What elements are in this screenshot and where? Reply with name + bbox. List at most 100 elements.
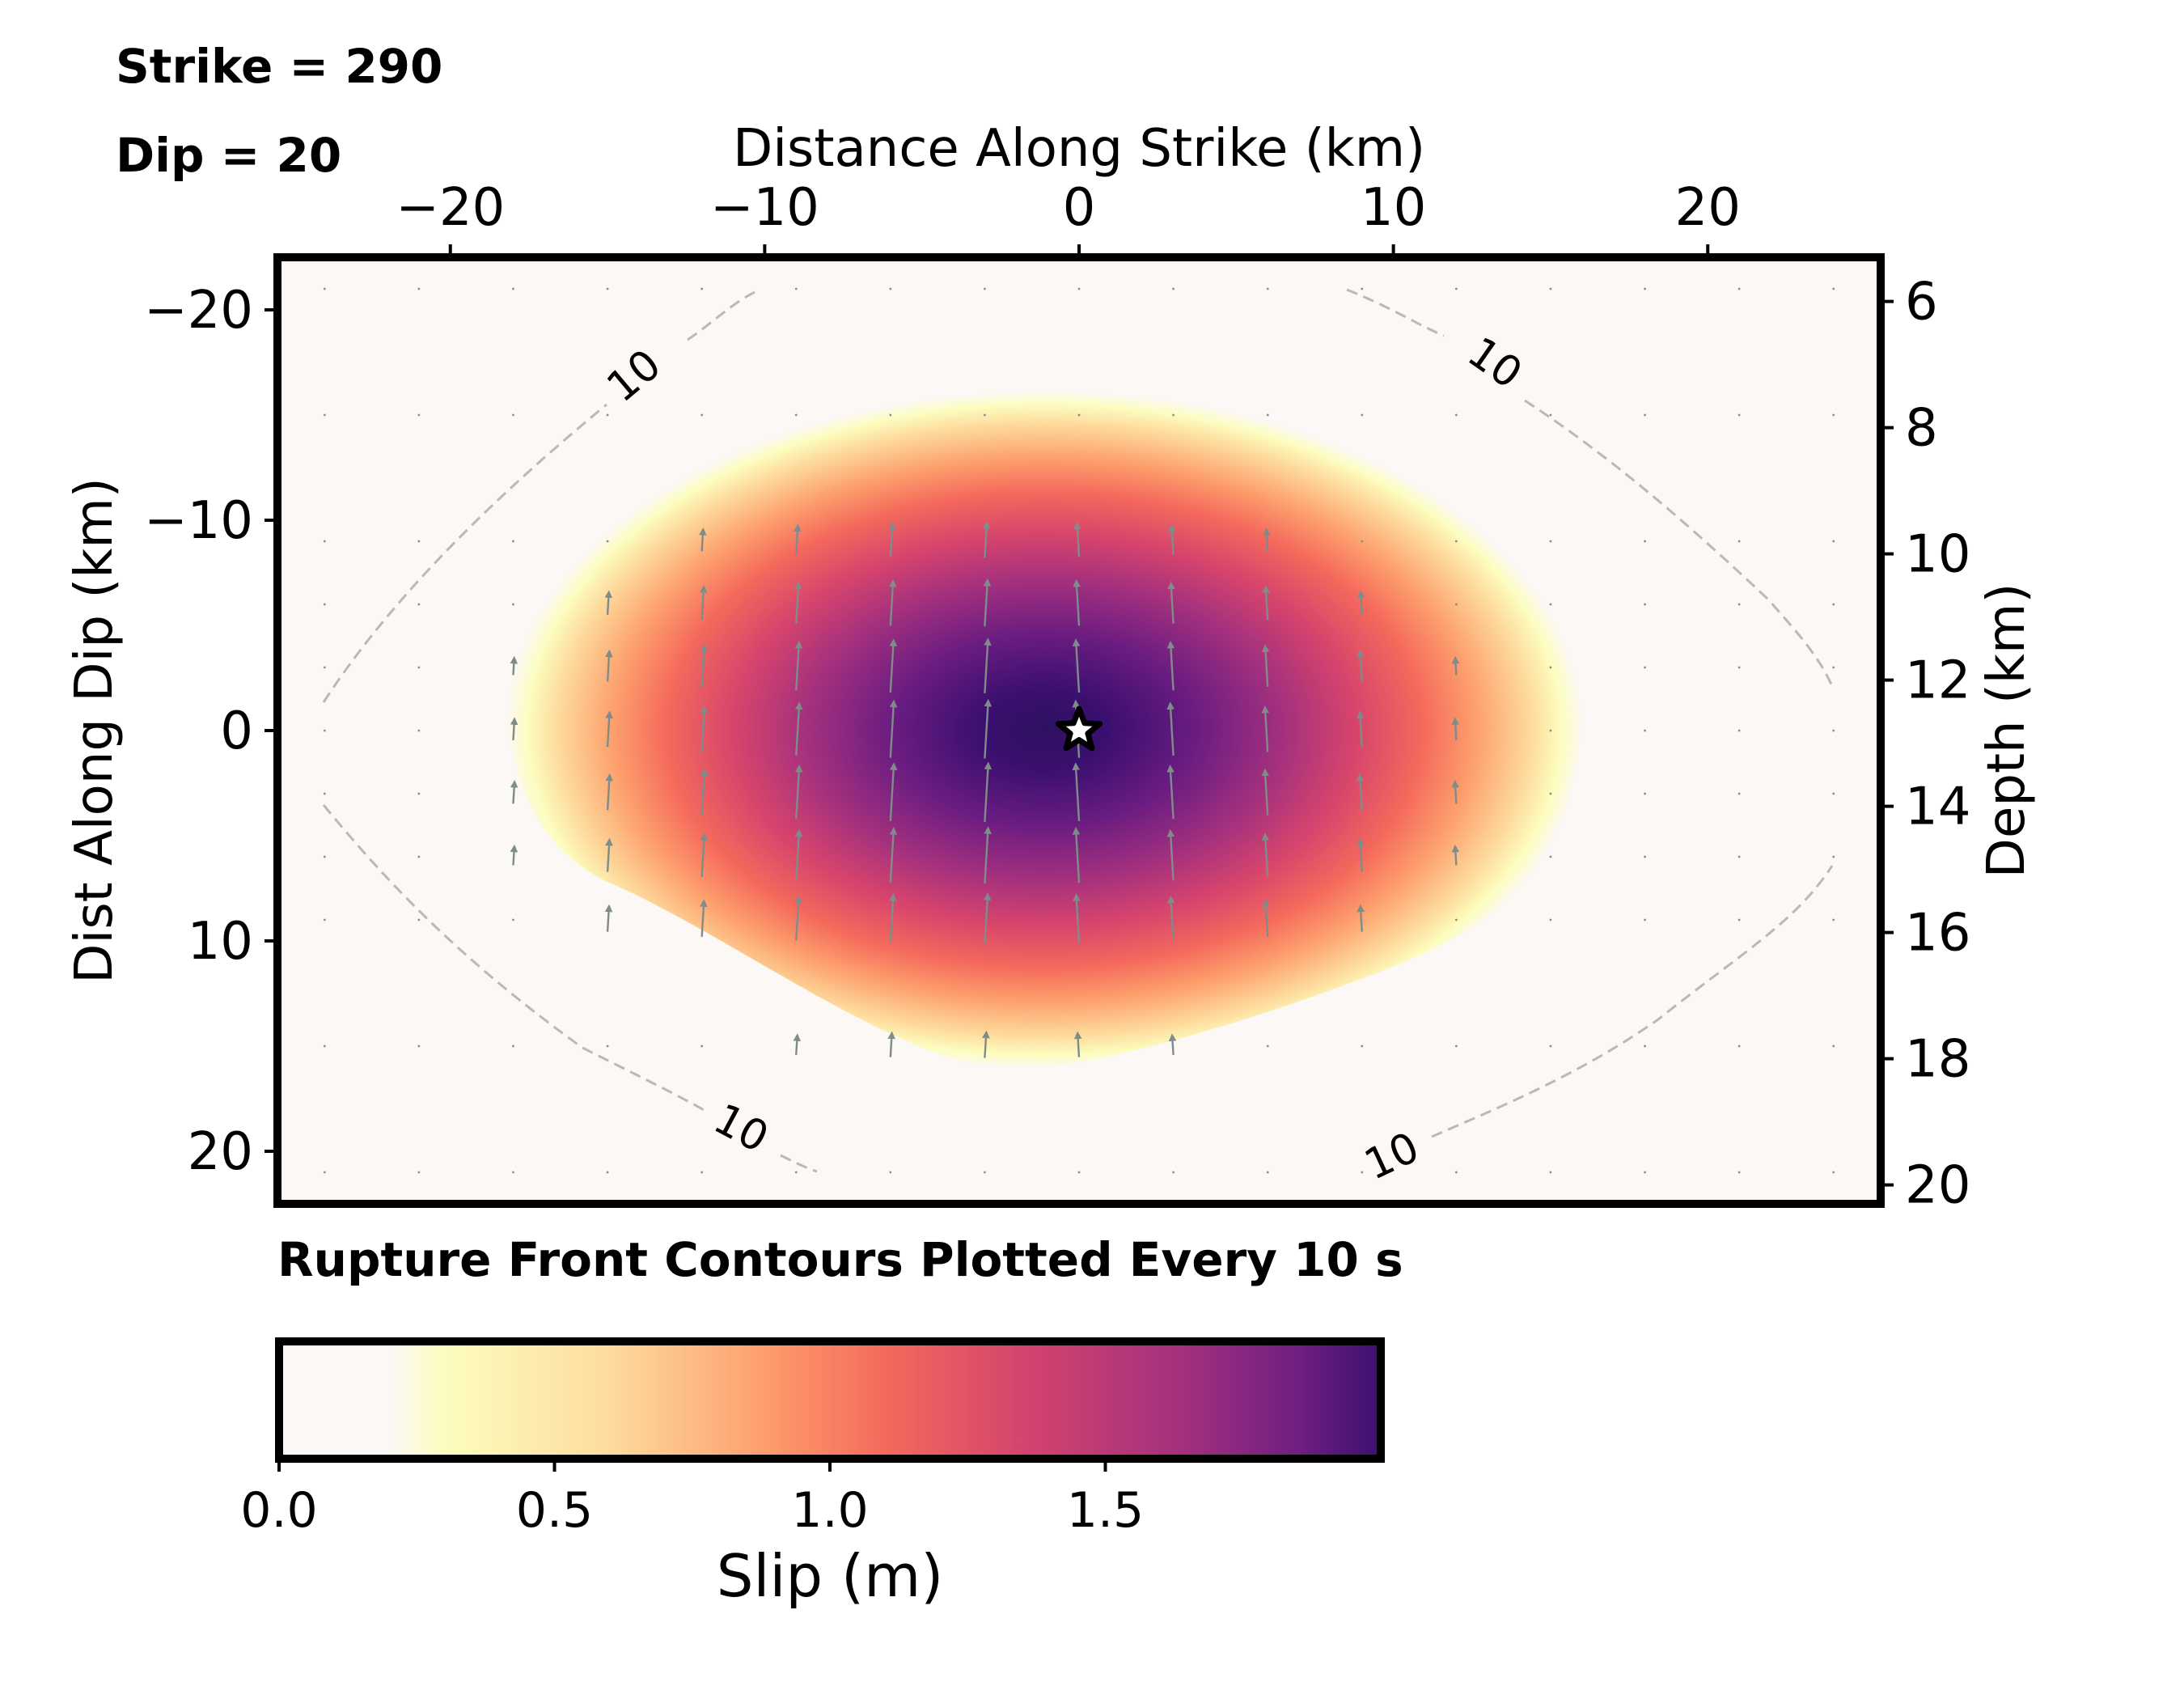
rake-arrow xyxy=(1737,792,1741,795)
rake-arrow xyxy=(889,638,898,693)
rake-arrow xyxy=(793,1033,802,1056)
x-tick-label: 10 xyxy=(1361,178,1426,238)
rake-arrow xyxy=(1549,729,1552,732)
rake-arrow xyxy=(700,705,709,752)
rake-arrow xyxy=(1361,540,1364,543)
rake-arrow xyxy=(1454,1171,1458,1174)
rake-arrow xyxy=(1737,540,1741,543)
rake-arrow xyxy=(323,729,326,732)
rake-arrow xyxy=(323,603,326,606)
rake-arrow xyxy=(794,287,798,290)
rake-arrow xyxy=(1261,705,1270,752)
rake-arrow xyxy=(512,413,514,417)
rake-arrow xyxy=(794,1171,798,1174)
rake-arrow xyxy=(700,833,709,878)
rake-arrow xyxy=(512,1044,514,1048)
rake-arrow xyxy=(1361,287,1364,290)
rake-arrow xyxy=(510,655,518,676)
y2-tick-label: 16 xyxy=(1905,904,1970,964)
colorbar xyxy=(275,1337,1385,1463)
y2-tick-label: 12 xyxy=(1905,651,1970,711)
rake-arrow xyxy=(1737,918,1741,922)
rake-arrow xyxy=(700,1044,704,1048)
rake-arrow xyxy=(700,644,709,687)
rake-arrow xyxy=(417,729,421,732)
rake-arrow xyxy=(1454,918,1458,922)
rake-arrow xyxy=(700,899,708,938)
colorbar-tick-label: 1.0 xyxy=(791,1482,868,1539)
rake-arrow xyxy=(1166,701,1175,756)
rake-arrow xyxy=(1361,1044,1364,1048)
rake-arrow xyxy=(1361,413,1364,417)
rake-arrow xyxy=(1644,729,1646,732)
rake-arrow xyxy=(606,1171,609,1174)
x-tick-label: 0 xyxy=(1063,178,1096,238)
rake-arrow xyxy=(512,1171,514,1174)
rake-arrow xyxy=(1072,638,1081,693)
rake-arrow xyxy=(1077,287,1081,290)
rake-arrow xyxy=(510,779,518,804)
rake-arrow xyxy=(700,768,709,816)
rake-arrow xyxy=(605,837,613,872)
rake-arrow xyxy=(1357,837,1365,872)
rake-arrow xyxy=(889,893,897,943)
rake-arrow xyxy=(889,287,892,290)
rake-arrow xyxy=(794,895,802,941)
rake-arrow xyxy=(1357,904,1365,932)
y-tick-label: −20 xyxy=(144,281,253,341)
rake-arrow xyxy=(1832,1044,1835,1048)
rake-arrow xyxy=(605,710,613,748)
rake-arrow xyxy=(984,1171,986,1174)
rake-arrow xyxy=(1072,827,1081,883)
rake-arrow xyxy=(1172,287,1175,290)
rake-arrow xyxy=(1832,413,1835,417)
rake-arrow xyxy=(1549,792,1552,795)
rake-arrow xyxy=(984,698,993,759)
rake-arrow xyxy=(1549,1044,1552,1048)
rake-arrow xyxy=(1549,855,1552,858)
rake-arrow xyxy=(512,918,514,922)
rake-arrow xyxy=(1454,540,1458,543)
rake-arrow xyxy=(1644,287,1646,290)
rake-arrow xyxy=(983,578,992,627)
rake-arrow xyxy=(1168,523,1176,555)
rake-arrow xyxy=(417,1171,421,1174)
slip-heatmap xyxy=(505,391,1584,1070)
rake-arrow xyxy=(1832,918,1835,922)
rake-arrow xyxy=(323,666,326,669)
rake-arrow xyxy=(1266,413,1269,417)
rake-arrow xyxy=(1167,581,1175,624)
rake-arrow xyxy=(1454,1044,1458,1048)
y-tick-label: 10 xyxy=(188,912,253,972)
contour-upper-right xyxy=(1346,288,1834,687)
rake-arrow xyxy=(1454,287,1458,290)
rake-arrow xyxy=(1073,578,1081,626)
rupture-contours xyxy=(322,288,1834,1173)
rake-arrow xyxy=(417,918,421,922)
rake-arrow xyxy=(1832,729,1835,732)
rake-arrow xyxy=(794,701,803,756)
rake-arrow xyxy=(1644,855,1646,858)
rake-arrow xyxy=(417,855,421,858)
rake-arrow xyxy=(1644,666,1646,669)
rake-arrow xyxy=(323,287,326,290)
rake-arrow xyxy=(1644,1044,1646,1048)
rake-arrow xyxy=(1644,918,1646,922)
contour-lower-right xyxy=(1431,865,1834,1138)
rake-arrow xyxy=(1832,666,1835,669)
rake-arrow xyxy=(1451,655,1460,676)
rake-arrow xyxy=(323,792,326,795)
rake-arrow xyxy=(1077,1171,1081,1174)
rake-arrow xyxy=(323,1044,326,1048)
rake-arrow xyxy=(1261,833,1270,878)
rake-arrow xyxy=(323,1171,326,1174)
rake-arrow xyxy=(323,918,326,922)
rake-arrow xyxy=(1737,603,1741,606)
rake-arrow xyxy=(323,540,326,543)
rake-arrow xyxy=(1261,644,1270,687)
y2-tick-label: 14 xyxy=(1905,777,1970,837)
rake-arrow xyxy=(1644,1171,1646,1174)
colorbar-tick-label: 0.5 xyxy=(516,1482,593,1539)
rake-arrow xyxy=(1261,768,1270,816)
rake-arrow xyxy=(982,520,991,558)
